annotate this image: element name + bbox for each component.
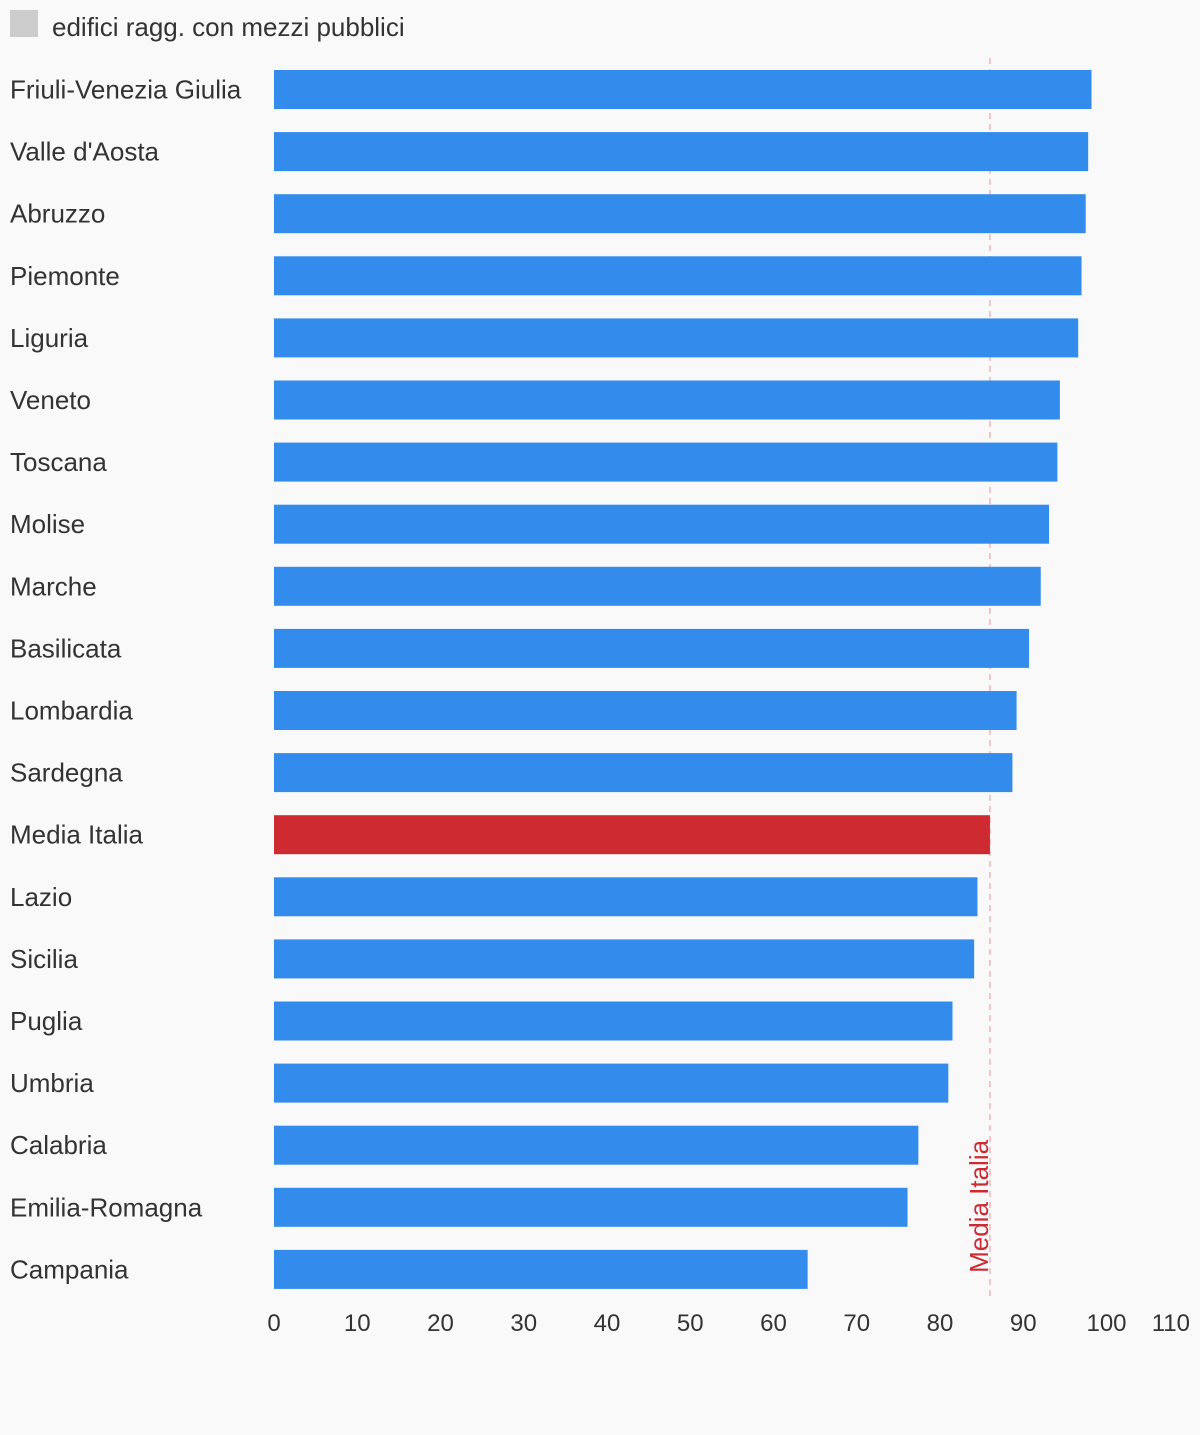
category-label: Veneto <box>10 385 91 415</box>
category-label: Liguria <box>10 323 89 353</box>
x-tick-label: 10 <box>344 1310 371 1337</box>
bar <box>274 566 1041 606</box>
x-tick-label: 20 <box>427 1310 454 1337</box>
category-label: Friuli-Venezia Giulia <box>10 75 242 105</box>
bar <box>274 1187 908 1227</box>
bar <box>274 256 1082 296</box>
bar <box>274 318 1079 358</box>
bars <box>274 70 1092 1289</box>
bar <box>274 1063 949 1103</box>
bar <box>274 691 1017 730</box>
reference-line-label: Media Italia <box>964 1139 994 1272</box>
bar <box>274 628 1030 668</box>
x-tick-label: 110 <box>1152 1310 1190 1337</box>
bar <box>274 1125 919 1165</box>
category-label: Emilia-Romagna <box>10 1192 203 1222</box>
category-label: Molise <box>10 509 85 539</box>
bar <box>274 70 1092 109</box>
category-label: Puglia <box>10 1006 83 1036</box>
category-label: Sicilia <box>10 944 78 974</box>
legend: edifici ragg. con mezzi pubblici <box>10 10 405 42</box>
x-tick-label: 100 <box>1086 1310 1126 1337</box>
bar <box>274 504 1050 544</box>
reference-label-group: Media Italia <box>964 1139 994 1272</box>
bar <box>274 753 1013 793</box>
category-label: Abruzzo <box>10 199 105 229</box>
bar <box>274 939 975 979</box>
x-tick-label: 80 <box>927 1310 954 1337</box>
bar <box>274 877 978 917</box>
category-label: Lombardia <box>10 696 133 726</box>
bar <box>274 132 1089 172</box>
x-tick-label: 90 <box>1010 1310 1037 1337</box>
bar <box>274 1001 953 1041</box>
x-tick-label: 30 <box>510 1310 537 1337</box>
bar-highlight <box>274 815 990 855</box>
x-tick-label: 0 <box>267 1310 280 1337</box>
category-label: Toscana <box>10 447 107 477</box>
category-label: Sardegna <box>10 758 123 788</box>
bar <box>274 442 1058 482</box>
bar <box>274 380 1060 420</box>
category-label: Calabria <box>10 1130 107 1160</box>
x-tick-label: 70 <box>843 1310 870 1337</box>
category-labels: Friuli-Venezia Giulia Valle d'Aosta Abruzz… <box>10 75 242 1285</box>
legend-swatch <box>10 10 38 37</box>
category-label: Campania <box>10 1254 129 1284</box>
category-label: Media Italia <box>10 820 143 850</box>
category-label: Marche <box>10 571 97 601</box>
x-tick-label: 60 <box>760 1310 787 1337</box>
bar <box>274 1249 808 1289</box>
bar <box>274 194 1086 234</box>
x-tick-label: 40 <box>594 1310 621 1337</box>
x-tick-label: 50 <box>677 1310 704 1337</box>
category-label: Lazio <box>10 882 72 912</box>
category-label: Valle d'Aosta <box>10 137 160 167</box>
legend-label: edifici ragg. con mezzi pubblici <box>52 12 405 42</box>
x-axis-ticks: 0 10 20 30 40 50 60 70 80 90 100 110 <box>267 1310 1190 1337</box>
category-label: Umbria <box>10 1068 94 1098</box>
category-label: Basilicata <box>10 633 122 663</box>
category-label: Piemonte <box>10 261 120 291</box>
